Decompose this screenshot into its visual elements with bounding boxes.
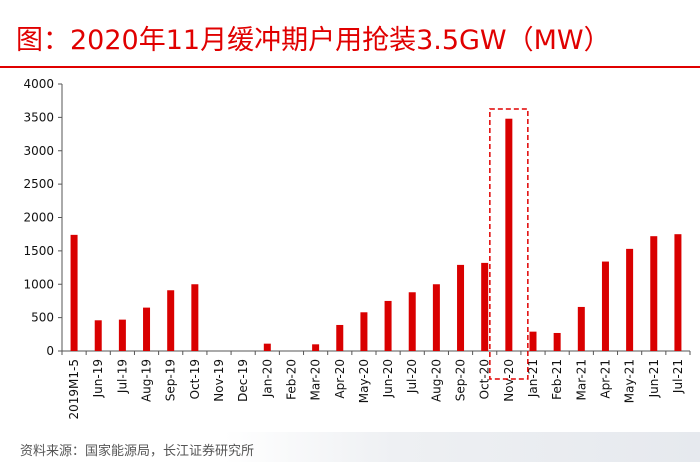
x-tick-label: Jun-19 — [91, 359, 105, 398]
x-tick-label: Jun-21 — [647, 359, 661, 398]
x-tick-label: Sep-19 — [164, 359, 178, 401]
y-axis: 0 500 1000 1500 2000 2500 3000 3500 4000 — [23, 77, 63, 358]
bar-Oct-19 — [191, 284, 199, 351]
highlight-box — [489, 108, 529, 380]
y-tick-label: 2000 — [23, 211, 54, 225]
bar-Feb-21 — [553, 332, 561, 351]
x-tick-label: May-20 — [357, 359, 371, 403]
bar-Jan-20 — [263, 343, 271, 351]
bar-Apr-20 — [336, 324, 344, 351]
bar-Jun-19 — [94, 320, 102, 351]
x-tick-label: Jan-21 — [526, 359, 540, 398]
x-tick-label: Jul-21 — [671, 359, 685, 394]
x-tick-label: Dec-19 — [236, 359, 250, 402]
y-tick-label: 1500 — [23, 244, 54, 258]
bar-Jun-20 — [384, 300, 392, 351]
y-tick-label: 3500 — [23, 110, 54, 124]
x-tick-label: May-21 — [623, 359, 637, 403]
source-note: 资料来源：国家能源局，长江证券研究所 — [20, 444, 255, 459]
bar-Mar-20 — [312, 344, 320, 351]
x-tick-label: Feb-20 — [284, 359, 298, 400]
bar-Jul-20 — [408, 292, 416, 351]
bar-Jun-21 — [650, 236, 658, 351]
footer-band: 资料来源：国家能源局，长江证券研究所 — [20, 432, 700, 462]
x-tick-label: 2019M1-5 — [67, 359, 81, 420]
x-tick-label: Jan-20 — [260, 359, 274, 398]
x-tick-label: Mar-21 — [574, 359, 588, 400]
y-tick-label: 0 — [46, 344, 54, 358]
x-tick-label: Jul-19 — [115, 359, 129, 394]
bar-Nov-20 — [505, 118, 513, 352]
title-divider — [0, 66, 700, 68]
bar-Jul-19 — [118, 319, 126, 351]
highlight-group — [489, 108, 529, 380]
x-tick-label: Jul-20 — [405, 359, 419, 394]
y-tick-label: 500 — [31, 311, 54, 325]
x-tick-label: Aug-20 — [429, 359, 443, 402]
x-tick-label: Apr-21 — [598, 359, 612, 399]
y-tick-label: 2500 — [23, 177, 54, 191]
x-tick-label: Oct-19 — [188, 359, 202, 399]
bar-May-20 — [360, 312, 368, 351]
x-tick-label: Oct-20 — [478, 359, 492, 399]
chart-title: 图：2020年11月缓冲期户用抢装3.5GW（MW） — [16, 25, 611, 56]
bar-2019M1-5 — [70, 234, 78, 351]
bar-Sep-20 — [457, 264, 465, 351]
bar-Sep-19 — [167, 290, 175, 351]
x-tick-label: Nov-19 — [212, 359, 226, 402]
bar-Apr-21 — [601, 261, 609, 351]
y-tick-label: 1000 — [23, 277, 54, 291]
x-tick-label: Jun-20 — [381, 359, 395, 398]
bars-group — [70, 118, 682, 352]
bar-Aug-20 — [432, 284, 440, 351]
y-tick-label: 3000 — [23, 144, 54, 158]
bar-May-21 — [626, 248, 634, 351]
x-tick-label: Apr-20 — [333, 359, 347, 399]
x-tick-label: Aug-19 — [140, 359, 154, 402]
bar-chart: 0 500 1000 1500 2000 2500 3000 3500 4000 2019M1-… — [23, 77, 691, 420]
bar-Aug-19 — [143, 307, 151, 351]
x-axis: 2019M1-5 Jun-19 Jul-19 Aug-19 Sep-19 Oct-19 No… — [61, 350, 691, 420]
bar-Mar-21 — [577, 306, 585, 351]
bar-Oct-20 — [481, 262, 489, 351]
y-tick-label: 4000 — [23, 77, 54, 91]
bar-Jan-21 — [529, 331, 537, 351]
x-tick-label: Sep-20 — [454, 359, 468, 401]
x-tick-label: Feb-21 — [550, 359, 564, 400]
x-tick-label: Nov-20 — [502, 359, 516, 402]
x-tick-label: Mar-20 — [309, 359, 323, 400]
bar-Jul-21 — [674, 234, 682, 351]
